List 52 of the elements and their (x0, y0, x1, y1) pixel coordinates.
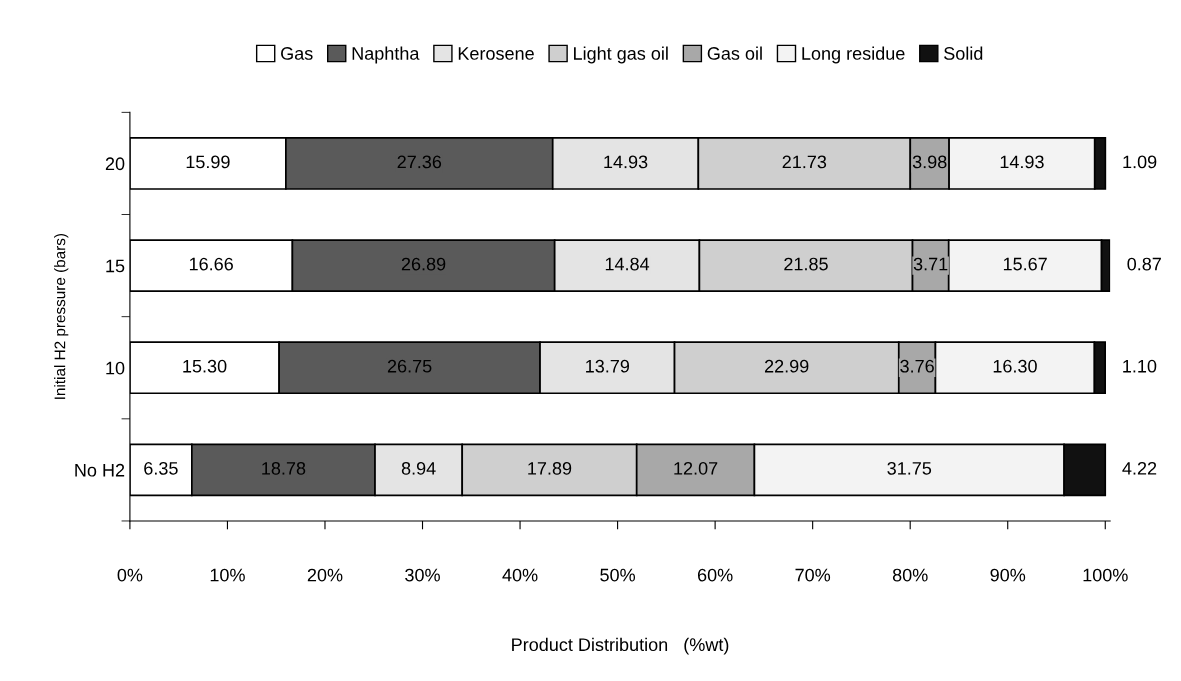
text: 15.67 (1003, 257, 1047, 271)
text: 14.84 (605, 257, 650, 271)
x-tick-label: 30% (405, 568, 440, 582)
text: 12.07 (674, 461, 718, 475)
text: 16.30 (993, 359, 1037, 373)
text: 22.99 (764, 359, 809, 373)
text: 4.22 (1122, 461, 1157, 475)
text: 18.78 (262, 461, 306, 475)
x-tick-label: 0% (117, 568, 143, 582)
x-tick-label: 20% (307, 568, 343, 582)
x-tick-label: 80% (892, 568, 928, 582)
text: 14.93 (604, 155, 648, 169)
text: 3.98 (912, 155, 947, 169)
x-tick-label: 40% (502, 568, 538, 582)
text: 13.79 (586, 359, 630, 373)
x-tick-label: 60% (697, 568, 733, 582)
y-tick-label: 15 (106, 259, 125, 273)
y-axis-title: Initial H2 pressure (bars) (54, 233, 69, 399)
x-tick-label: 90% (990, 568, 1026, 582)
legend-label: Gas (281, 47, 313, 60)
text: 17.89 (528, 461, 572, 475)
legend-label: Long residue (802, 46, 905, 64)
text: 31.75 (887, 461, 932, 475)
legend-label: Kerosene (458, 47, 534, 60)
text: 21.85 (784, 257, 828, 271)
text: 8.94 (401, 461, 436, 475)
text: 21.73 (782, 155, 827, 169)
x-tick-label: 50% (600, 568, 636, 582)
legend-label: Solid (944, 46, 983, 60)
x-tick-label: 100% (1083, 568, 1128, 582)
text: 15.99 (186, 155, 230, 169)
text: 27.36 (397, 155, 442, 169)
y-tick-label: No H2 (75, 463, 125, 477)
text: 3.76 (900, 359, 934, 373)
y-tick-label: 20 (105, 157, 125, 171)
x-tick-label: 10% (210, 568, 245, 582)
text: 3.71 (913, 257, 948, 271)
text: 15.30 (183, 359, 227, 373)
y-tick-label: 10 (106, 361, 125, 375)
text: 14.93 (1000, 155, 1044, 169)
legend-label: Light gas oil (574, 46, 668, 64)
x-axis-title: Product Distribution (%wt) (512, 637, 729, 655)
text: 6.35 (144, 461, 178, 475)
text: 1.10 (1123, 359, 1157, 373)
text: 1.09 (1123, 155, 1157, 169)
legend-label: Naphtha (352, 46, 420, 64)
text: 16.66 (189, 257, 233, 271)
text: 26.89 (401, 257, 446, 271)
text: 26.75 (387, 359, 432, 373)
text: 0.87 (1127, 257, 1161, 271)
x-tick-label: 70% (795, 568, 831, 582)
legend-label: Gas oil (707, 46, 762, 60)
